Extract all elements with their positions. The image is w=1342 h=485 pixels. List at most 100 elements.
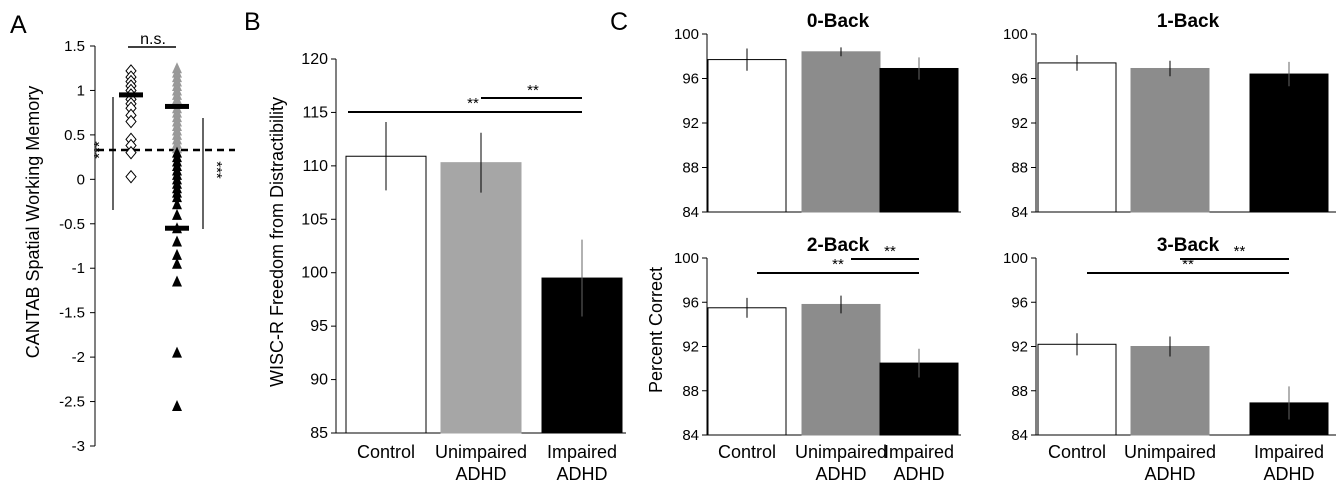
subplot-2-y-tick-label: 100 xyxy=(674,250,699,267)
subplot-1-y-tick-label: 88 xyxy=(1011,160,1028,177)
panel-b-y-tick-label: 85 xyxy=(310,425,328,442)
impaired-point-triangle xyxy=(172,198,182,210)
subplot-2-bar xyxy=(707,307,787,436)
subplot-3-wide-stars: ** xyxy=(1182,256,1194,273)
subplot-3-x-tick-label: Unimpaired xyxy=(1124,442,1216,462)
subplot-2-x-tick-label: ADHD xyxy=(815,464,866,484)
impaired-point-triangle xyxy=(172,208,182,220)
subplot-0-y-tick-label: 88 xyxy=(682,160,699,177)
panel-a-y-tick-label: -0.5 xyxy=(59,216,85,233)
subplot-3-narrow-stars: ** xyxy=(1234,243,1246,260)
panel-a-y-tick-label: 1.5 xyxy=(64,38,85,55)
subplot-2-x-tick-label: Impaired xyxy=(884,442,954,462)
impaired-point-triangle xyxy=(172,248,182,260)
right-significance-stars: *** xyxy=(208,161,225,179)
subplot-0-bar xyxy=(801,51,881,213)
subplot-0-bar xyxy=(879,67,959,213)
panel-c-label: C xyxy=(610,8,628,36)
panel-a-y-axis-label: CANTAB Spatial Working Memory xyxy=(23,86,43,358)
panel-b-y-tick-label: 115 xyxy=(302,104,328,121)
panel-b-x-tick-label: Impaired xyxy=(547,442,617,462)
group-mean-bar xyxy=(165,225,189,231)
group-mean-bar xyxy=(119,92,143,98)
subplot-3-x-tick-label: ADHD xyxy=(1144,464,1195,484)
subplot-0-y-tick-label: 92 xyxy=(682,115,699,132)
subplot-1-bar xyxy=(1249,73,1329,213)
impaired-point-triangle xyxy=(172,257,182,269)
panel-b-x-tick-label: ADHD xyxy=(455,464,506,484)
panel-a-annotations: n.s. *** *** xyxy=(91,31,225,229)
subplot-3-x-tick-label: Control xyxy=(1048,442,1106,462)
subplot-1-y-tick-label: 92 xyxy=(1011,115,1028,132)
panel-a-y-tick-label: -1 xyxy=(72,260,85,277)
subplot-2-title: 2-Back xyxy=(807,235,870,256)
subplot-1-bar xyxy=(1037,62,1117,213)
subplot-2-wide-stars: ** xyxy=(832,256,844,273)
subplot-2-y-tick-label: 88 xyxy=(682,383,699,400)
subplot-0-y-tick-label: 96 xyxy=(682,71,699,88)
control-point-diamond xyxy=(125,169,137,184)
subplot-1-back: 100 96 92 88 84 1-Back xyxy=(1003,11,1336,221)
subplot-2-y-tick-label: 96 xyxy=(682,294,699,311)
panel-a-y-tick-label: -2 xyxy=(72,349,85,366)
panel-a-label: A xyxy=(10,11,27,39)
panel-b-bars: 120 115 110 105 100 95 90 85 xyxy=(301,51,626,442)
panel-b-bar xyxy=(440,162,522,434)
subplot-1-y-tick-label: 96 xyxy=(1011,71,1028,88)
subplot-3-title: 3-Back xyxy=(1157,235,1220,256)
subplot-2-bar xyxy=(801,303,881,436)
panel-b-y-tick-label: 90 xyxy=(310,372,328,389)
impaired-point-triangle xyxy=(172,346,182,358)
subplot-1-title: 1-Back xyxy=(1157,11,1220,32)
control-vs-impaired-stars: ** xyxy=(467,95,479,112)
subplot-1-y-tick-label: 84 xyxy=(1011,204,1028,221)
panel-a-y-tick-label: 0 xyxy=(77,171,85,188)
panel-b-y-tick-label: 120 xyxy=(301,51,328,68)
panel-b-y-tick-label: 110 xyxy=(302,158,328,175)
panel-b-x-tick-label: Unimpaired xyxy=(435,442,527,462)
panel-a: A 1.5 1 0.5 0 -0.5 -1 -1.5 -2 -2.5 -3 CANTAB Spat… xyxy=(10,11,235,455)
panel-b-x-tick-label: ADHD xyxy=(556,464,607,484)
impaired-point-triangle xyxy=(172,275,182,287)
subplot-2-x-tick-label: Control xyxy=(718,442,776,462)
panel-a-y-tick-label: -2.5 xyxy=(59,394,85,411)
panel-b: B WISC-R Freedom from Distractibility 12… xyxy=(244,8,626,484)
panel-b-y-tick-label: 105 xyxy=(301,211,328,228)
subplot-3-bar xyxy=(1037,343,1117,436)
panel-a-y-tick-label: 0.5 xyxy=(64,127,85,144)
subplot-1-y-tick-label: 100 xyxy=(1003,26,1028,43)
subplot-0-bar xyxy=(707,59,787,213)
panel-b-annotations: ** ** xyxy=(348,82,582,113)
panel-a-y-tick-label: -3 xyxy=(72,438,85,455)
subplot-3-bar xyxy=(1130,346,1210,436)
subplot-0-back: 100 96 92 88 84 0-Back xyxy=(674,11,961,221)
panel-a-points xyxy=(97,62,235,411)
panel-b-label: B xyxy=(244,8,261,36)
subplot-3-x-tick-label: Impaired xyxy=(1254,442,1324,462)
subplot-1-bar xyxy=(1130,67,1210,213)
left-significance-stars: *** xyxy=(91,141,108,159)
subplot-2-x-tick-label: ADHD xyxy=(893,464,944,484)
group-mean-bar xyxy=(165,103,189,109)
subplot-0-y-tick-label: 84 xyxy=(682,204,699,221)
panel-a-y-axis: 1.5 1 0.5 0 -0.5 -1 -1.5 -2 -2.5 -3 xyxy=(59,38,96,455)
panel-c: C Percent Correct 100 96 92 88 84 0-Back 100 9… xyxy=(610,8,1336,484)
subplot-3-y-tick-label: 88 xyxy=(1011,383,1028,400)
impaired-point-triangle xyxy=(172,191,182,203)
subplot-3-y-tick-label: 100 xyxy=(1003,250,1028,267)
panel-b-bar xyxy=(345,155,427,434)
control-point-diamond xyxy=(125,114,137,129)
subplot-2-y-tick-label: 84 xyxy=(682,427,699,444)
unimpaired-vs-impaired-stars: ** xyxy=(527,82,539,99)
subplot-2-y-tick-label: 92 xyxy=(682,339,699,356)
panel-b-x-tick-label: Control xyxy=(357,442,415,462)
panel-b-y-axis-label: WISC-R Freedom from Distractibility xyxy=(267,97,287,387)
panel-b-y-tick-label: 100 xyxy=(301,265,328,282)
ns-annotation: n.s. xyxy=(140,31,166,48)
subplot-0-y-tick-label: 100 xyxy=(674,26,699,43)
subplot-3-y-tick-label: 92 xyxy=(1011,339,1028,356)
